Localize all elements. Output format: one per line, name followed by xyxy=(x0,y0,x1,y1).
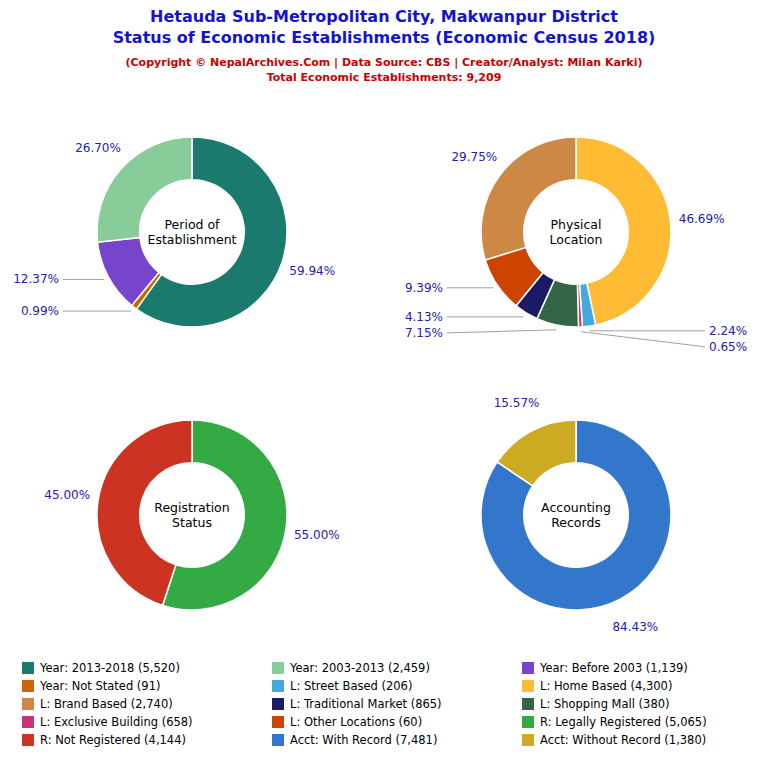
legend-label: Acct: With Record (7,481) xyxy=(290,733,437,747)
legend-swatch xyxy=(522,716,534,728)
legend-label: L: Traditional Market (865) xyxy=(290,697,442,711)
legend-label: Acct: Without Record (1,380) xyxy=(540,733,706,747)
pie-center-label: AccountingRecords xyxy=(541,500,611,530)
title: Hetauda Sub-Metropolitan City, Makwanpur… xyxy=(113,7,656,47)
data-label: 7.15% xyxy=(405,326,443,340)
pie-chart: PhysicalLocation 46.69% 29.75% 2.24% 0.65% 9.… xyxy=(405,137,747,354)
pie-center-label: PhysicalLocation xyxy=(550,217,603,247)
data-label: 84.43% xyxy=(612,620,658,634)
leader-line xyxy=(581,332,705,347)
data-label: 45.00% xyxy=(44,488,90,502)
legend-label: R: Legally Registered (5,065) xyxy=(540,715,707,729)
chart: Hetauda Sub-Metropolitan City, Makwanpur… xyxy=(0,0,768,768)
data-label: 0.99% xyxy=(21,304,59,318)
legend-label: L: Home Based (4,300) xyxy=(540,679,672,693)
legend-label: L: Shopping Mall (380) xyxy=(540,697,670,711)
legend-label: R: Not Registered (4,144) xyxy=(40,733,186,747)
data-label: 55.00% xyxy=(294,528,340,542)
legend-label: Year: 2003-2013 (2,459) xyxy=(289,661,430,675)
pie-slice xyxy=(497,420,576,486)
legend-swatch xyxy=(22,698,34,710)
leader-line xyxy=(63,311,131,312)
data-label: 46.69% xyxy=(679,212,725,226)
leader-line xyxy=(447,330,556,333)
pie-chart: Period ofEstablishment 59.94% 26.70% 12.37%… xyxy=(13,137,335,327)
legend-swatch xyxy=(522,680,534,692)
legend-swatch xyxy=(22,716,34,728)
legend-swatch xyxy=(22,680,34,692)
leader-line xyxy=(447,287,493,288)
subtitle: (Copyright © NepalArchives.Com | Data So… xyxy=(126,56,643,84)
pie-center-label: Period ofEstablishment xyxy=(148,217,237,247)
legend-swatch xyxy=(22,662,34,674)
legend-label: L: Exclusive Building (658) xyxy=(40,715,193,729)
leader-line xyxy=(447,316,524,317)
data-label: 4.13% xyxy=(405,310,443,324)
legend-swatch xyxy=(272,662,284,674)
data-label: 15.57% xyxy=(494,396,540,410)
data-label: 12.37% xyxy=(13,272,59,286)
data-label: 59.94% xyxy=(289,264,335,278)
data-label: 2.24% xyxy=(709,324,747,338)
legend-label: L: Other Locations (60) xyxy=(290,715,422,729)
legend: Year: 2013-2018 (5,520) Year: Not Stated … xyxy=(22,661,707,747)
legend-swatch xyxy=(272,734,284,746)
pie-slice xyxy=(481,420,671,610)
legend-label: L: Brand Based (2,740) xyxy=(40,697,173,711)
legend-swatch xyxy=(272,716,284,728)
data-label: 29.75% xyxy=(451,150,497,164)
legend-label: Year: Before 2003 (1,139) xyxy=(539,661,688,675)
legend-label: Year: Not Stated (91) xyxy=(39,679,160,693)
legend-swatch xyxy=(272,680,284,692)
legend-swatch xyxy=(522,734,534,746)
legend-swatch xyxy=(522,698,534,710)
data-label: 9.39% xyxy=(405,281,443,295)
pie-chart: RegistrationStatus 55.00% 45.00% xyxy=(44,420,339,610)
legend-label: Year: 2013-2018 (5,520) xyxy=(39,661,180,675)
leader-line xyxy=(63,279,104,280)
pie-chart: AccountingRecords 84.43% 15.57% xyxy=(481,396,671,633)
legend-swatch xyxy=(522,662,534,674)
legend-swatch xyxy=(272,698,284,710)
leader-line xyxy=(590,330,705,331)
pie-center-label: RegistrationStatus xyxy=(154,500,229,530)
data-label: 0.65% xyxy=(709,340,747,354)
legend-label: L: Street Based (206) xyxy=(290,679,412,693)
data-label: 26.70% xyxy=(75,141,121,155)
pie-slice xyxy=(98,238,159,306)
legend-swatch xyxy=(22,734,34,746)
